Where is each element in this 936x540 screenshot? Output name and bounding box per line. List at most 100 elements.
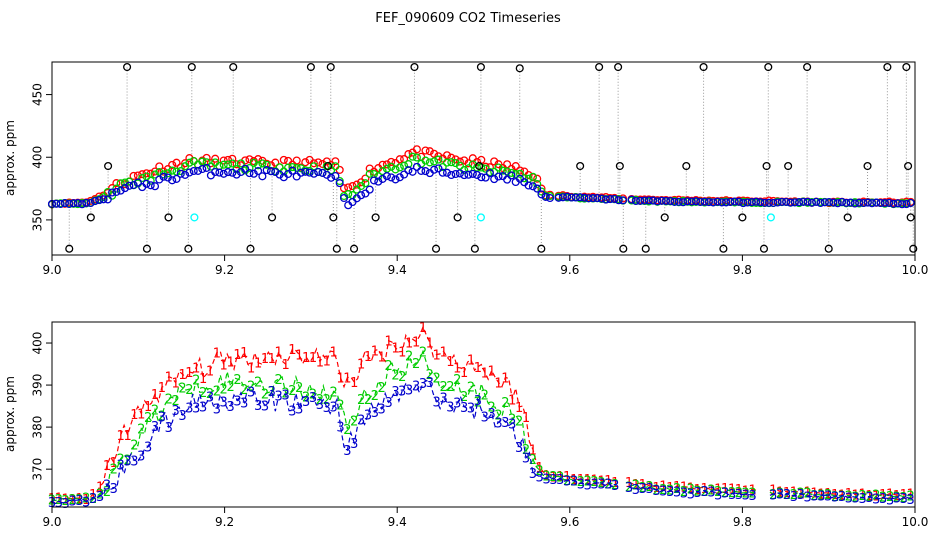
series-point xyxy=(138,173,147,183)
series-marker-2: 2 xyxy=(213,385,221,400)
x-tick-label: 9.6 xyxy=(560,515,579,529)
x-tick-label: 10.0 xyxy=(902,263,929,277)
series-point xyxy=(872,198,881,207)
series-marker-1: 1 xyxy=(247,361,255,376)
outlier-point xyxy=(764,62,773,72)
series-marker-1: 1 xyxy=(604,474,612,489)
series-marker-2: 2 xyxy=(405,350,413,365)
series-point xyxy=(455,161,464,170)
series-point xyxy=(704,198,713,207)
series-marker-1: 1 xyxy=(220,359,228,374)
series-marker-1: 1 xyxy=(886,487,894,502)
outlier-point xyxy=(475,161,484,171)
series-marker-1: 1 xyxy=(790,485,798,500)
series-marker-1: 1 xyxy=(494,376,502,391)
series-marker-3: 3 xyxy=(192,402,200,417)
series-point xyxy=(223,168,233,177)
series-point xyxy=(593,194,602,203)
series-point xyxy=(867,199,877,208)
series-marker-2: 2 xyxy=(487,400,495,415)
series-marker-2: 2 xyxy=(446,380,454,395)
series-marker-2: 2 xyxy=(687,483,695,498)
outlier-point xyxy=(123,62,132,72)
series-marker-3: 3 xyxy=(247,386,255,401)
outlier-point xyxy=(614,62,623,72)
series-marker-2: 2 xyxy=(62,494,70,509)
series-point xyxy=(168,160,177,169)
series-marker-1: 1 xyxy=(659,480,667,495)
x-tick-label: 9.4 xyxy=(388,515,407,529)
series-point xyxy=(236,159,245,168)
x-tick-label: 9.8 xyxy=(733,263,752,277)
series-marker-3: 3 xyxy=(487,407,495,422)
series-marker-1: 1 xyxy=(625,476,633,491)
series-marker-2: 2 xyxy=(625,480,633,495)
series-marker-1: 1 xyxy=(803,486,811,501)
outlier-point xyxy=(902,62,911,72)
series-marker-2: 2 xyxy=(412,357,420,372)
series-marker-3: 3 xyxy=(536,471,544,486)
series-marker-3: 3 xyxy=(213,402,221,417)
series-marker-3: 3 xyxy=(714,489,722,504)
outlier-point xyxy=(65,244,74,253)
series-marker-2: 2 xyxy=(336,399,344,414)
series-point xyxy=(327,173,336,182)
series-marker-2: 2 xyxy=(371,389,379,404)
series-marker-2: 2 xyxy=(673,482,681,497)
series-point xyxy=(417,166,426,175)
series-marker-2: 2 xyxy=(474,395,482,410)
outlier-point xyxy=(349,244,359,253)
series-point xyxy=(271,158,280,167)
series-point xyxy=(391,175,400,184)
series-line-2 xyxy=(51,349,911,502)
series-marker-2: 2 xyxy=(275,373,283,388)
series-marker-3: 3 xyxy=(515,441,523,456)
series-point xyxy=(404,160,413,169)
series-point xyxy=(288,166,297,175)
series-marker-2: 2 xyxy=(329,385,337,400)
outlier-point xyxy=(324,161,333,171)
series-point xyxy=(447,170,456,180)
series-point xyxy=(627,195,636,204)
series-point xyxy=(86,198,95,208)
series-marker-3: 3 xyxy=(343,444,351,459)
series-point xyxy=(284,156,293,165)
series-point xyxy=(709,198,718,207)
series-point xyxy=(494,172,503,181)
series-marker-2: 2 xyxy=(838,490,846,505)
outlier-point xyxy=(738,213,747,222)
series-marker-1: 1 xyxy=(254,357,262,372)
series-marker-1: 1 xyxy=(645,480,653,495)
series-point xyxy=(361,189,370,198)
series-marker-3: 3 xyxy=(220,396,228,411)
series-point xyxy=(576,193,585,202)
series-point xyxy=(511,170,520,179)
series-marker-3: 3 xyxy=(55,496,63,511)
series-point xyxy=(807,198,816,207)
series-point xyxy=(477,173,486,182)
series-marker-2: 2 xyxy=(261,388,269,403)
outlier-point xyxy=(682,161,691,171)
series-point xyxy=(357,191,366,200)
series-point xyxy=(653,197,662,206)
series-point xyxy=(202,163,211,172)
series-marker-3: 3 xyxy=(481,410,489,425)
series-point xyxy=(756,198,765,207)
series-marker-2: 2 xyxy=(96,488,104,503)
series-point xyxy=(786,198,795,207)
series-point xyxy=(52,199,61,208)
series-point xyxy=(95,196,104,205)
series-marker-1: 1 xyxy=(632,478,640,493)
series-point xyxy=(472,157,482,167)
series-marker-2: 2 xyxy=(872,489,880,504)
series-marker-3: 3 xyxy=(879,492,887,507)
series-point xyxy=(743,198,752,207)
series-marker-2: 2 xyxy=(323,393,331,408)
series-marker-2: 2 xyxy=(55,493,63,508)
series-point xyxy=(108,188,117,197)
outlier-point xyxy=(246,244,255,253)
series-marker-3: 3 xyxy=(570,475,578,490)
series-point xyxy=(296,168,306,177)
series-point xyxy=(335,179,344,188)
series-point xyxy=(533,179,542,189)
